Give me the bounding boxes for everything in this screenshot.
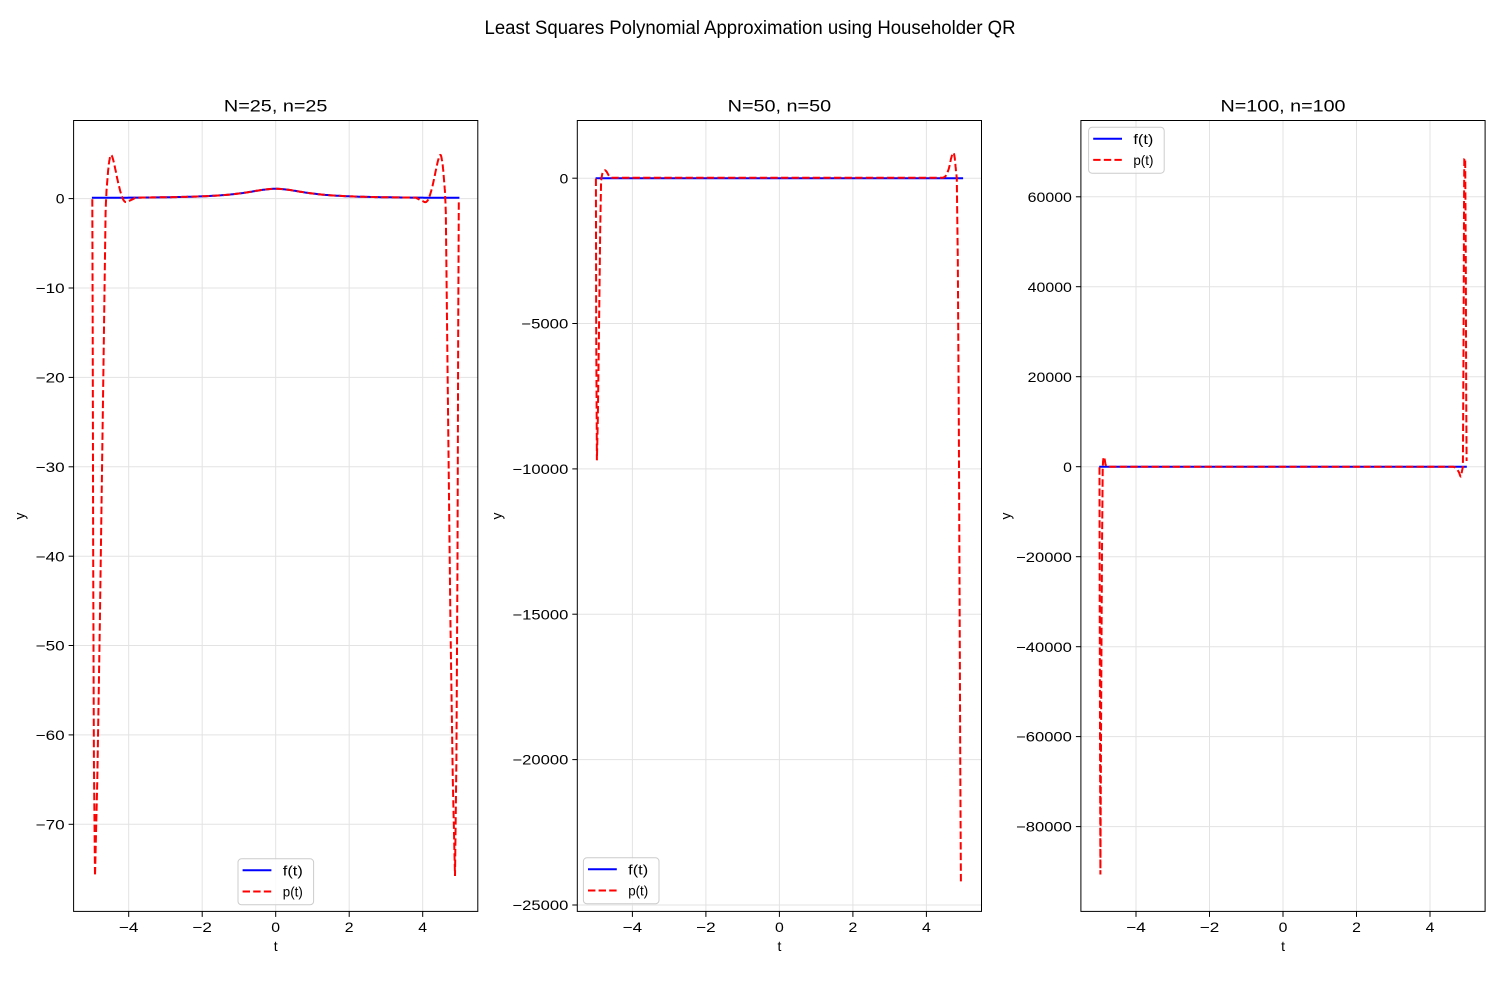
svg-text:−10: −10 xyxy=(36,280,65,296)
svg-text:4: 4 xyxy=(1426,919,1435,935)
svg-text:t: t xyxy=(274,938,278,954)
svg-text:−20: −20 xyxy=(36,370,65,386)
svg-text:2: 2 xyxy=(1352,919,1361,935)
svg-text:0: 0 xyxy=(56,191,65,207)
svg-text:−70: −70 xyxy=(36,816,65,832)
svg-text:0: 0 xyxy=(775,919,784,935)
svg-text:−80000: −80000 xyxy=(1016,819,1072,835)
svg-text:−4: −4 xyxy=(623,919,643,935)
svg-text:−40: −40 xyxy=(36,548,65,564)
svg-text:−20000: −20000 xyxy=(1016,549,1072,565)
svg-text:−15000: −15000 xyxy=(513,606,569,622)
svg-text:f(t): f(t) xyxy=(1133,131,1153,147)
svg-text:t: t xyxy=(777,938,781,954)
svg-text:p(t): p(t) xyxy=(1133,152,1153,168)
svg-text:−2: −2 xyxy=(696,919,716,935)
svg-text:p(t): p(t) xyxy=(283,884,303,900)
svg-text:2: 2 xyxy=(345,919,354,935)
svg-text:−20000: −20000 xyxy=(513,752,569,768)
svg-text:2: 2 xyxy=(849,919,858,935)
svg-text:0: 0 xyxy=(1279,919,1288,935)
svg-text:−2: −2 xyxy=(1200,919,1220,935)
svg-text:−40000: −40000 xyxy=(1016,639,1072,655)
svg-text:N=50, n=50: N=50, n=50 xyxy=(728,96,832,115)
svg-text:40000: 40000 xyxy=(1028,279,1072,295)
svg-text:y: y xyxy=(12,512,28,519)
svg-text:0: 0 xyxy=(271,919,280,935)
svg-text:−50: −50 xyxy=(36,638,65,654)
svg-text:p(t): p(t) xyxy=(628,883,648,899)
svg-text:f(t): f(t) xyxy=(283,862,303,878)
svg-text:−10000: −10000 xyxy=(513,461,569,477)
svg-text:0: 0 xyxy=(560,170,569,186)
svg-text:y: y xyxy=(489,512,505,519)
svg-text:4: 4 xyxy=(922,919,931,935)
svg-text:−2: −2 xyxy=(192,919,212,935)
svg-text:4: 4 xyxy=(418,919,427,935)
svg-text:−30: −30 xyxy=(36,459,65,475)
svg-text:y: y xyxy=(998,512,1014,519)
svg-text:−25000: −25000 xyxy=(513,897,569,913)
svg-text:Least Squares Polynomial Appro: Least Squares Polynomial Approximation u… xyxy=(485,18,1016,39)
svg-text:−60: −60 xyxy=(36,727,65,743)
svg-text:−4: −4 xyxy=(119,919,139,935)
svg-text:N=25, n=25: N=25, n=25 xyxy=(224,96,328,115)
svg-text:N=100, n=100: N=100, n=100 xyxy=(1221,96,1346,115)
svg-text:−60000: −60000 xyxy=(1016,729,1072,745)
svg-text:60000: 60000 xyxy=(1028,189,1072,205)
svg-text:f(t): f(t) xyxy=(628,861,648,877)
svg-text:20000: 20000 xyxy=(1028,369,1072,385)
svg-text:−5000: −5000 xyxy=(521,316,568,332)
svg-text:t: t xyxy=(1281,938,1285,954)
svg-text:−4: −4 xyxy=(1126,919,1146,935)
svg-text:0: 0 xyxy=(1063,459,1072,475)
